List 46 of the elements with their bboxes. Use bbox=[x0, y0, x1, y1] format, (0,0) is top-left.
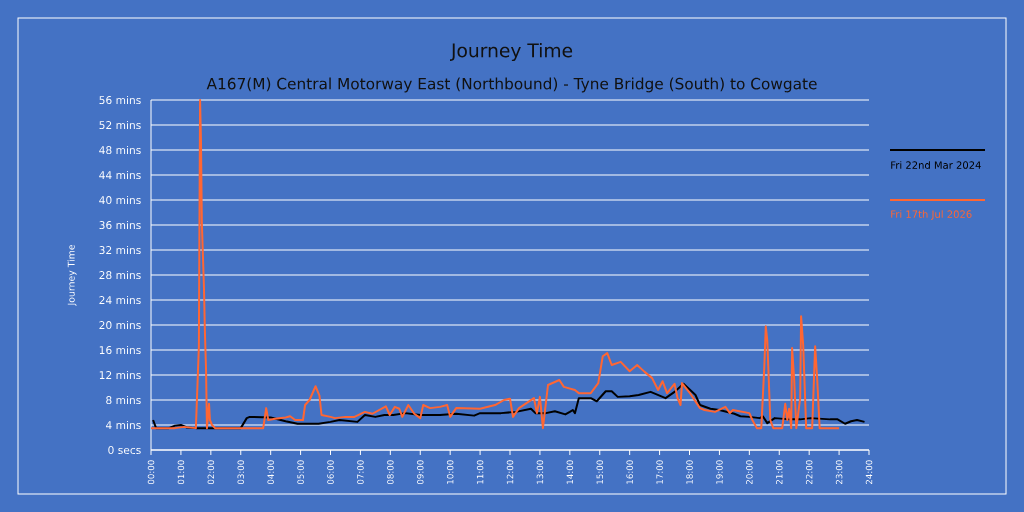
x-tick-label: 20:00 bbox=[746, 460, 753, 485]
x-tick-label: 14:00 bbox=[566, 460, 574, 484]
chart-subtitle: A167(M) Central Motorway East (Northbound) - Tyne Bridge (South) to Cowgate bbox=[206, 77, 817, 93]
x-tick-label: 24:00 bbox=[865, 460, 873, 485]
y-tick-label: 16 mins bbox=[99, 345, 141, 355]
x-tick-label: 08:00 bbox=[387, 460, 394, 485]
y-tick-label: 44 mins bbox=[99, 170, 141, 180]
x-tick-label: 05:00 bbox=[297, 460, 304, 485]
y-tick-label: 12 mins bbox=[99, 370, 141, 380]
x-tick-label: 22:00 bbox=[805, 460, 813, 485]
y-tick-label: 4 mins bbox=[105, 420, 141, 430]
x-tick-label: 13:00 bbox=[536, 460, 544, 484]
x-tick-label: 12:00 bbox=[506, 460, 514, 484]
chart-title: Journey Time bbox=[450, 42, 573, 62]
y-tick-label: 40 mins bbox=[99, 195, 141, 205]
x-tick-label: 21:00 bbox=[775, 460, 783, 485]
y-tick-label: 24 mins bbox=[99, 295, 141, 305]
line-series bbox=[150, 99, 841, 430]
x-tick-label: 18:00 bbox=[686, 460, 693, 484]
x-tick-label: 01:00 bbox=[177, 460, 185, 485]
y-tick-label: 56 mins bbox=[99, 95, 141, 105]
x-tick-label: 07:00 bbox=[357, 460, 364, 485]
y-tick-label: 36 mins bbox=[99, 220, 141, 230]
y-tick-label: 48 mins bbox=[99, 145, 141, 155]
x-tick-label: 04:00 bbox=[267, 460, 274, 485]
y-tick-label: 0 secs bbox=[108, 445, 141, 455]
x-tick-label: 23:00 bbox=[835, 460, 843, 485]
x-tick-label: 17:00 bbox=[656, 460, 663, 484]
x-tick-label: 06:00 bbox=[327, 460, 334, 485]
x-tick-label: 09:00 bbox=[416, 460, 424, 485]
x-tick-label: 00:00 bbox=[147, 460, 155, 485]
y-tick-label: 8 mins bbox=[106, 395, 141, 405]
y-tick-label: 32 mins bbox=[99, 245, 141, 255]
x-tick-label: 15:00 bbox=[596, 460, 604, 484]
x-tick-label: 11:00 bbox=[476, 460, 484, 484]
y-tick-label: 52 mins bbox=[99, 120, 141, 130]
x-tick-label: 19:00 bbox=[716, 460, 723, 484]
text: Fri 22nd Mar 2024 bbox=[891, 161, 981, 169]
y-tick-label: 20 mins bbox=[99, 320, 141, 330]
text: Fri 17th Jul 2026 bbox=[891, 210, 972, 220]
y-tick-label: 28 mins bbox=[99, 270, 141, 280]
x-tick-label: 10:00 bbox=[446, 460, 454, 484]
x-tick-label: 03:00 bbox=[237, 460, 245, 485]
x-tick-label: 02:00 bbox=[207, 460, 215, 485]
y-axis-title: Journey Time bbox=[67, 244, 77, 306]
x-tick-label: 16:00 bbox=[626, 460, 633, 484]
